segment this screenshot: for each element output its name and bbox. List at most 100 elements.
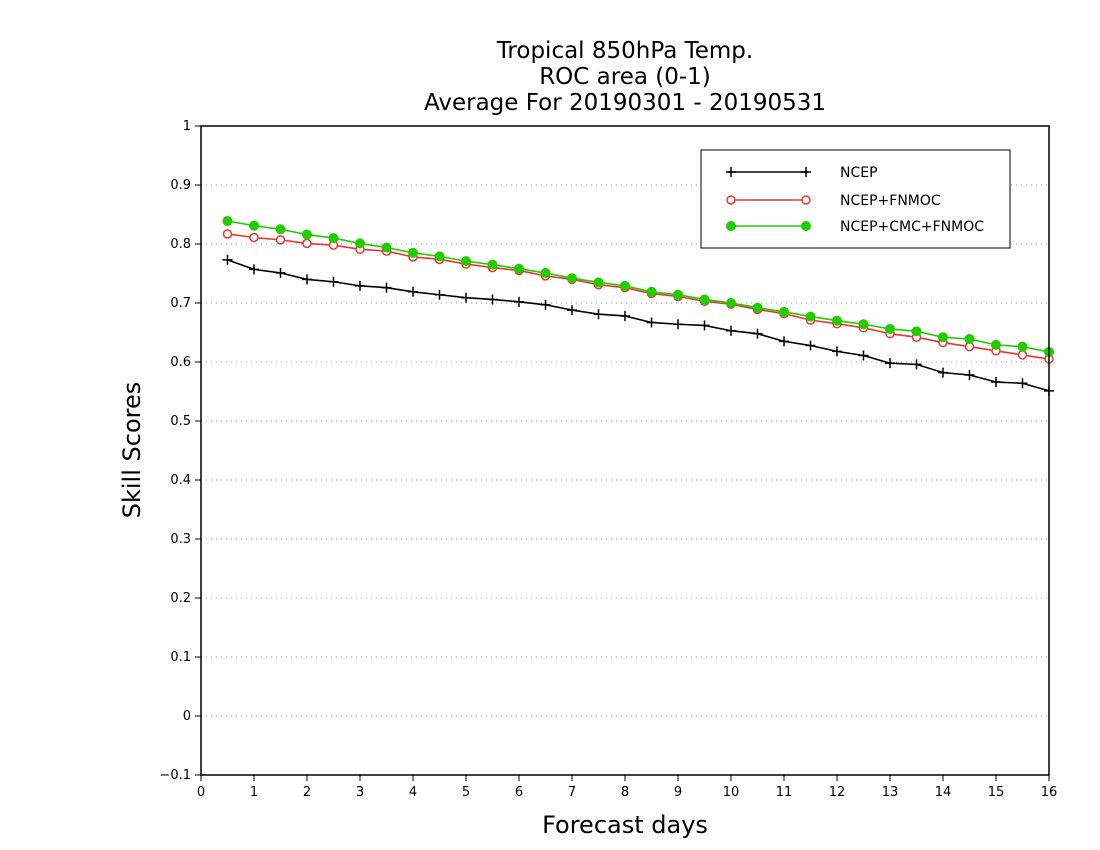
data-point bbox=[249, 220, 259, 231]
data-point bbox=[911, 359, 922, 370]
legend-marker bbox=[801, 221, 811, 231]
y-axis-label: Skill Scores bbox=[118, 382, 146, 519]
data-point bbox=[487, 259, 498, 270]
x-tick-label: 4 bbox=[409, 785, 417, 800]
data-point bbox=[699, 294, 710, 305]
data-point bbox=[222, 215, 233, 226]
data-point bbox=[355, 280, 365, 291]
x-tick-label: 13 bbox=[882, 785, 899, 800]
data-point bbox=[222, 254, 233, 265]
data-point bbox=[1017, 378, 1028, 389]
data-point bbox=[858, 350, 869, 361]
data-point bbox=[752, 302, 763, 313]
data-point bbox=[593, 309, 604, 320]
x-tick-label: 12 bbox=[829, 785, 846, 800]
y-tick-label: 0.4 bbox=[170, 473, 191, 488]
data-point bbox=[328, 276, 339, 287]
data-point bbox=[726, 298, 736, 308]
y-tick-label: 0.9 bbox=[170, 178, 191, 193]
data-point bbox=[911, 326, 922, 337]
data-point bbox=[249, 264, 259, 275]
data-point bbox=[885, 323, 895, 334]
data-point bbox=[779, 336, 789, 347]
x-tick-label: 3 bbox=[356, 785, 364, 800]
data-point bbox=[540, 299, 551, 310]
legend-label: NCEP+FNMOC bbox=[840, 193, 941, 209]
data-point bbox=[832, 346, 842, 357]
data-point bbox=[408, 286, 418, 297]
x-tick-label: 2 bbox=[303, 785, 311, 800]
data-point bbox=[302, 274, 312, 285]
legend-entry: NCEP+FNMOC bbox=[726, 193, 941, 209]
legend-box bbox=[700, 149, 1011, 249]
data-point bbox=[381, 282, 392, 293]
x-tick-label: 5 bbox=[462, 785, 470, 800]
legend-marker bbox=[726, 195, 736, 205]
data-point bbox=[381, 242, 392, 253]
data-point bbox=[514, 263, 524, 274]
data-point bbox=[434, 289, 445, 300]
data-point bbox=[673, 319, 683, 330]
y-tick-label: 0.2 bbox=[170, 591, 191, 606]
data-point bbox=[355, 238, 365, 249]
y-tick-label: 0.7 bbox=[170, 296, 191, 311]
data-point bbox=[540, 267, 551, 278]
legend-entry: NCEP bbox=[726, 165, 878, 181]
x-tick-label: 6 bbox=[515, 785, 523, 800]
data-point bbox=[938, 367, 948, 378]
y-tick-label: 0.3 bbox=[170, 532, 191, 547]
data-point bbox=[885, 358, 895, 369]
data-point bbox=[593, 277, 604, 288]
series-ncep-cmc-fnmoc bbox=[222, 215, 1054, 357]
x-tick-label: 15 bbox=[988, 785, 1005, 800]
chart-title-line-2: ROC area (0-1) bbox=[539, 64, 711, 90]
data-point bbox=[620, 280, 630, 291]
data-point bbox=[699, 320, 710, 331]
y-tick-label: 0.5 bbox=[170, 414, 191, 429]
data-point bbox=[567, 305, 577, 316]
data-point bbox=[832, 315, 842, 326]
x-tick-label: 0 bbox=[197, 785, 205, 800]
data-point bbox=[991, 339, 1001, 350]
data-point bbox=[673, 289, 683, 300]
data-point bbox=[779, 306, 789, 317]
data-point bbox=[249, 232, 259, 243]
data-point bbox=[275, 267, 286, 278]
x-tick-label: 7 bbox=[568, 785, 576, 800]
series-ncep bbox=[222, 254, 1054, 396]
data-point bbox=[1017, 350, 1028, 360]
data-point bbox=[964, 369, 975, 380]
data-point bbox=[514, 296, 524, 307]
data-point bbox=[620, 310, 630, 321]
data-point bbox=[328, 233, 339, 244]
y-tick-label: 0.1 bbox=[170, 650, 191, 665]
legend: NCEP NCEP+FNMOC NCEP+CMC+FNMOC bbox=[700, 149, 1011, 249]
legend-marker bbox=[726, 221, 736, 231]
legend-marker bbox=[801, 167, 811, 177]
data-point bbox=[461, 256, 471, 267]
x-tick-label: 11 bbox=[776, 785, 793, 800]
data-point bbox=[408, 247, 418, 258]
y-tick-label: 0.6 bbox=[170, 355, 191, 370]
x-tick-label: 10 bbox=[723, 785, 740, 800]
data-point bbox=[222, 229, 233, 239]
x-tick-label: 8 bbox=[621, 785, 629, 800]
legend-entry: NCEP+CMC+FNMOC bbox=[726, 219, 984, 235]
data-point bbox=[487, 294, 498, 305]
y-tick-label: 0.8 bbox=[170, 237, 191, 252]
data-point bbox=[858, 319, 869, 330]
data-point bbox=[752, 328, 763, 339]
x-tick-label: 9 bbox=[674, 785, 682, 800]
data-point bbox=[938, 332, 948, 343]
data-point bbox=[646, 317, 657, 328]
legend-label: NCEP+CMC+FNMOC bbox=[840, 219, 984, 235]
y-tick-label: 0 bbox=[183, 709, 191, 724]
legend-marker bbox=[801, 195, 811, 205]
data-point bbox=[302, 229, 312, 240]
data-point bbox=[805, 340, 816, 351]
legend-marker bbox=[726, 167, 736, 177]
y-tick-label: 1 bbox=[183, 119, 191, 134]
data-point bbox=[434, 251, 445, 262]
chart-title-line-1: Tropical 850hPa Temp. bbox=[496, 38, 753, 64]
